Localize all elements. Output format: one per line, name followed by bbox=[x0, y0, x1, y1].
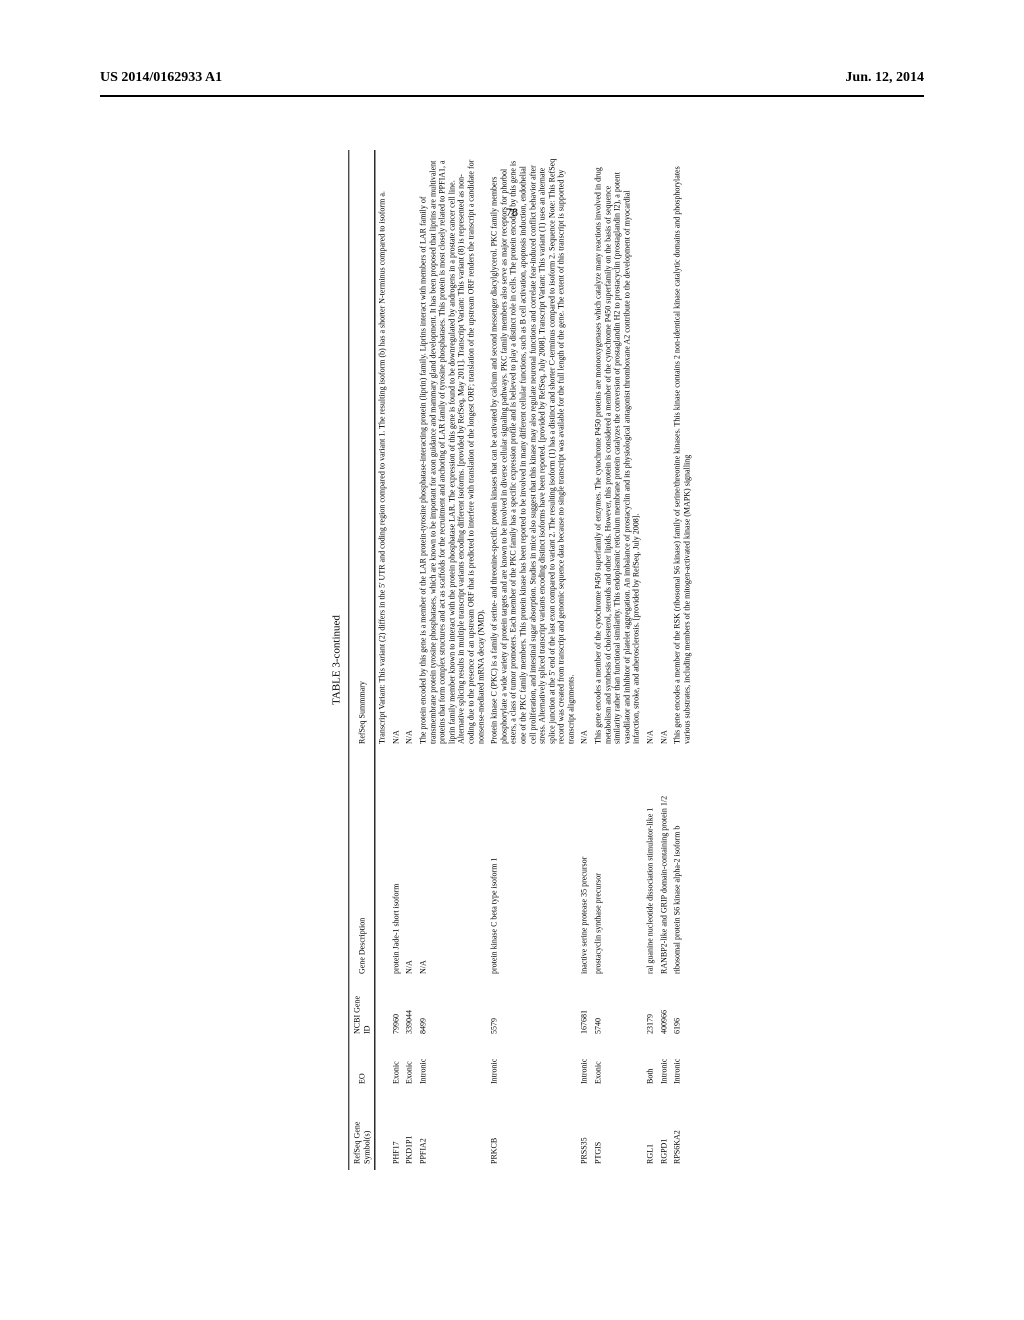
table-row: RGL1Both23179ral guanine nucleotide diss… bbox=[643, 150, 657, 1170]
table-row: PKD1P1Exonic339044N/AN/A bbox=[403, 150, 417, 1170]
data-table: RefSeq Gene Symbol(s) EO NCBI Gene ID Ge… bbox=[348, 150, 693, 1170]
table-cell-eo: Both bbox=[643, 1040, 657, 1090]
header-divider bbox=[100, 95, 924, 97]
table-cell-summary: N/A bbox=[578, 150, 592, 750]
table-cell-gene_id: 167681 bbox=[578, 980, 592, 1040]
table-cell-gene_id: 79960 bbox=[389, 980, 403, 1040]
table-cell-summary: The protein encoded by this gene is a me… bbox=[416, 150, 487, 750]
table-cell-eo: Intronic bbox=[671, 1040, 694, 1090]
table-row: Transcript Variant: This variant (2) dif… bbox=[375, 150, 389, 1170]
table-cell-desc: protein Jade-1 short isoform bbox=[389, 750, 403, 980]
table-row: RPS6KA2Intronic6196ribosomal protein S6 … bbox=[671, 150, 694, 1170]
table-cell-desc: inactive serine protease 35 precursor bbox=[578, 750, 592, 980]
table-row: RGPD1Intronic400966RANBP2-like and GRIP … bbox=[657, 150, 671, 1170]
header-right: Jun. 12, 2014 bbox=[845, 70, 924, 86]
table-cell-symbol: PPFIA2 bbox=[416, 1090, 487, 1170]
table-cell-gene_id: 339044 bbox=[403, 980, 417, 1040]
table-cell-summary: N/A bbox=[389, 150, 403, 750]
table-row: PRSS35Intronic167681inactive serine prot… bbox=[578, 150, 592, 1170]
table-cell-eo: Exonic bbox=[389, 1040, 403, 1090]
table-cell-summary: N/A bbox=[657, 150, 671, 750]
table-cell-eo: Intronic bbox=[487, 1040, 577, 1090]
table-cell-symbol: PRSS35 bbox=[578, 1090, 592, 1170]
col-header-desc: Gene Description bbox=[349, 750, 375, 980]
table-cell-eo: Intronic bbox=[657, 1040, 671, 1090]
table-cell-symbol: PKD1P1 bbox=[403, 1090, 417, 1170]
table-cell-gene_id: 6196 bbox=[671, 980, 694, 1040]
table-row: PHF17Exonic79960protein Jade-1 short iso… bbox=[389, 150, 403, 1170]
table-cell-eo: Exonic bbox=[403, 1040, 417, 1090]
col-header-summary: RefSeq Summmary bbox=[349, 150, 375, 750]
table-cell-eo: Exonic bbox=[591, 1040, 643, 1090]
table-cell-symbol: RPS6KA2 bbox=[671, 1090, 694, 1170]
table-cell-symbol: RGPD1 bbox=[657, 1090, 671, 1170]
table-cell-summary: This gene encodes a member of the RSK (r… bbox=[671, 150, 694, 750]
table-row: PRKCBIntronic5579protein kinase C beta t… bbox=[487, 150, 577, 1170]
table-cell-gene_id: 8499 bbox=[416, 980, 487, 1040]
table-row: PTGISExonic5740prostacyclin synthase pre… bbox=[591, 150, 643, 1170]
table-cell-gene_id bbox=[375, 980, 389, 1040]
table-cell-symbol bbox=[375, 1090, 389, 1170]
table-cell-desc: ral guanine nucleotide dissociation stim… bbox=[643, 750, 657, 980]
rotated-table-container: TABLE 3-continued RefSeq Gene Symbol(s) … bbox=[330, 150, 693, 1170]
table-cell-desc: prostacyclin synthase precursor bbox=[591, 750, 643, 980]
table-cell-symbol: PTGIS bbox=[591, 1090, 643, 1170]
table-cell-summary: Transcript Variant: This variant (2) dif… bbox=[375, 150, 389, 750]
table-cell-summary: This gene encodes a member of the cytoch… bbox=[591, 150, 643, 750]
table-cell-symbol: RGL1 bbox=[643, 1090, 657, 1170]
table-cell-symbol: PRKCB bbox=[487, 1090, 577, 1170]
table-cell-eo bbox=[375, 1040, 389, 1090]
table-cell-gene_id: 5579 bbox=[487, 980, 577, 1040]
header-left: US 2014/0162933 A1 bbox=[100, 70, 222, 86]
table-cell-eo: Intronic bbox=[416, 1040, 487, 1090]
col-header-symbol: RefSeq Gene Symbol(s) bbox=[349, 1090, 375, 1170]
table-cell-desc: N/A bbox=[416, 750, 487, 980]
col-header-eo: EO bbox=[349, 1040, 375, 1090]
table-cell-desc: RANBP2-like and GRIP domain-containing p… bbox=[657, 750, 671, 980]
table-cell-desc: protein kinase C beta type isoform 1 bbox=[487, 750, 577, 980]
table-cell-desc: ribosomal protein S6 kinase alpha-2 isof… bbox=[671, 750, 694, 980]
table-cell-summary: N/A bbox=[643, 150, 657, 750]
table-title: TABLE 3-continued bbox=[330, 150, 342, 1170]
col-header-gene-id: NCBI Gene ID bbox=[349, 980, 375, 1040]
table-cell-summary: N/A bbox=[403, 150, 417, 750]
table-cell-summary: Protein kinase C (PKC) is a family of se… bbox=[487, 150, 577, 750]
table-cell-gene_id: 23179 bbox=[643, 980, 657, 1040]
table-row: PPFIA2Intronic8499N/AThe protein encoded… bbox=[416, 150, 487, 1170]
table-cell-desc bbox=[375, 750, 389, 980]
table-cell-symbol: PHF17 bbox=[389, 1090, 403, 1170]
table-cell-eo: Intronic bbox=[578, 1040, 592, 1090]
table-cell-gene_id: 400966 bbox=[657, 980, 671, 1040]
table-cell-desc: N/A bbox=[403, 750, 417, 980]
table-cell-gene_id: 5740 bbox=[591, 980, 643, 1040]
